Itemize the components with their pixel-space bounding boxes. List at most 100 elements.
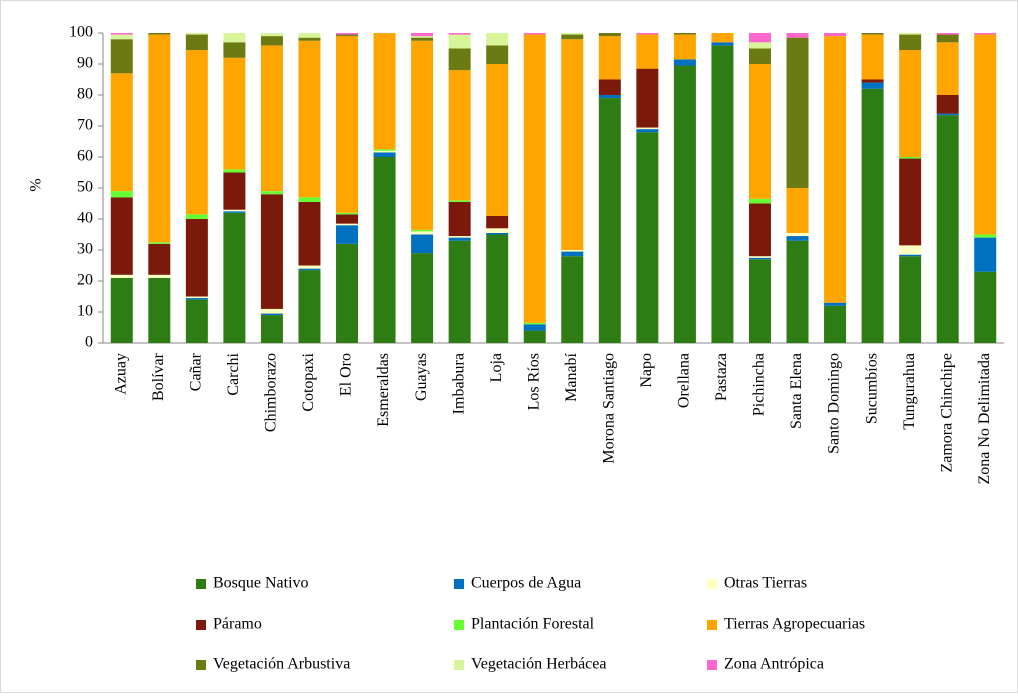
bar-segment — [899, 254, 922, 257]
bar-segment — [110, 277, 133, 343]
bar-segment — [523, 330, 546, 343]
bar-segment — [748, 198, 771, 204]
bar-segment — [298, 265, 321, 269]
bar-segment — [336, 33, 359, 35]
bar-segment — [748, 203, 771, 257]
bar-segment — [748, 257, 771, 260]
bar-segment — [411, 231, 434, 235]
bar-segment — [411, 234, 434, 254]
bar-segment — [523, 322, 546, 325]
bar-segment — [748, 256, 771, 258]
bar-segment — [223, 169, 246, 173]
bar-segment — [298, 201, 321, 266]
bar-segment — [598, 36, 621, 80]
bar-segment — [711, 33, 734, 43]
bar-segment — [861, 33, 884, 35]
bar-segment — [899, 256, 922, 343]
bar-segment — [298, 197, 321, 202]
bar-segment — [748, 259, 771, 343]
bar-segment — [899, 34, 922, 51]
bar-segment — [260, 191, 283, 195]
bar-segment — [861, 34, 884, 80]
bar-segment — [448, 34, 471, 49]
bar-segment — [786, 240, 809, 343]
bar-segment — [185, 296, 208, 299]
legend-swatch — [707, 660, 717, 670]
legend-label: Bosque Nativo — [213, 575, 309, 592]
y-tick-label: 0 — [85, 334, 93, 351]
bar-segment — [336, 243, 359, 343]
bar-segment — [110, 191, 133, 198]
bar-segment — [110, 39, 133, 74]
bar-segment — [223, 211, 246, 213]
legend-swatch — [454, 579, 464, 589]
x-tick-label: Azuay — [112, 353, 129, 395]
bar-segment — [110, 274, 133, 278]
bar-segment — [748, 33, 771, 43]
legend-swatch — [454, 660, 464, 670]
bar-segment — [185, 299, 208, 343]
legend-swatch — [707, 579, 717, 589]
y-tick-label: 20 — [77, 272, 93, 289]
x-tick-label: Imbabura — [450, 353, 467, 414]
legend-label: Páramo — [213, 616, 262, 633]
bar-segment — [298, 40, 321, 198]
y-tick-label: 30 — [77, 241, 93, 258]
bar-segment — [260, 45, 283, 192]
bar-segment — [786, 236, 809, 241]
bar-segment — [260, 308, 283, 314]
bar-segment — [486, 228, 509, 233]
bar-segment — [824, 302, 847, 306]
bar-segment — [448, 33, 471, 35]
x-tick-label: El Oro — [338, 353, 355, 396]
bar-segment — [185, 50, 208, 215]
x-tick-label: Los Ríos — [525, 353, 542, 410]
bar-segment — [673, 34, 696, 60]
bar-segment — [336, 34, 359, 37]
x-tick-label: Morona Santiago — [600, 353, 617, 464]
bar-segment — [523, 33, 546, 35]
bar-segment — [899, 50, 922, 157]
bar-segment — [561, 256, 584, 343]
bar-segment — [223, 209, 246, 212]
x-tick-label: Zona No Delimitada — [976, 353, 993, 485]
bar-segment — [861, 82, 884, 89]
bar-segment — [636, 129, 659, 133]
bar-segment — [561, 39, 584, 251]
bar-segment — [598, 79, 621, 95]
bar-segment — [373, 33, 396, 150]
bar-segment — [899, 157, 922, 159]
bar-segment — [786, 188, 809, 233]
bar-segment — [411, 37, 434, 41]
bar-segment — [110, 197, 133, 275]
bar-segment — [148, 33, 171, 35]
bar-segment — [448, 70, 471, 201]
bar-segment — [748, 48, 771, 64]
bar-segment — [185, 34, 208, 51]
legend-label: Vegetación Arbustiva — [213, 656, 350, 673]
bar-segment — [636, 34, 659, 69]
bar-segment — [936, 95, 959, 114]
bar-segment — [936, 33, 959, 35]
y-tick-label: 50 — [77, 179, 93, 196]
bar-segment — [373, 152, 396, 157]
bar-segment — [110, 34, 133, 40]
bar-segment — [110, 73, 133, 192]
x-tick-label: Santa Elena — [788, 353, 805, 429]
bar-segment — [636, 68, 659, 128]
y-tick-label: 100 — [69, 24, 93, 41]
x-tick-label: Zamora Chinchipe — [938, 353, 955, 473]
x-tick-label: Cotopaxi — [300, 352, 317, 411]
bar-segment — [936, 115, 959, 344]
x-tick-label: Guayas — [413, 353, 430, 401]
bar-segment — [561, 33, 584, 35]
bar-segment — [974, 33, 997, 35]
legend-swatch — [454, 620, 464, 630]
bar-segment — [336, 214, 359, 224]
x-tick-label: Orellana — [676, 353, 693, 408]
legend-label: Plantación Forestal — [471, 616, 595, 633]
bar-segment — [936, 113, 959, 116]
bar-segment — [411, 253, 434, 343]
legend-swatch — [196, 579, 206, 589]
bar-segment — [223, 212, 246, 343]
